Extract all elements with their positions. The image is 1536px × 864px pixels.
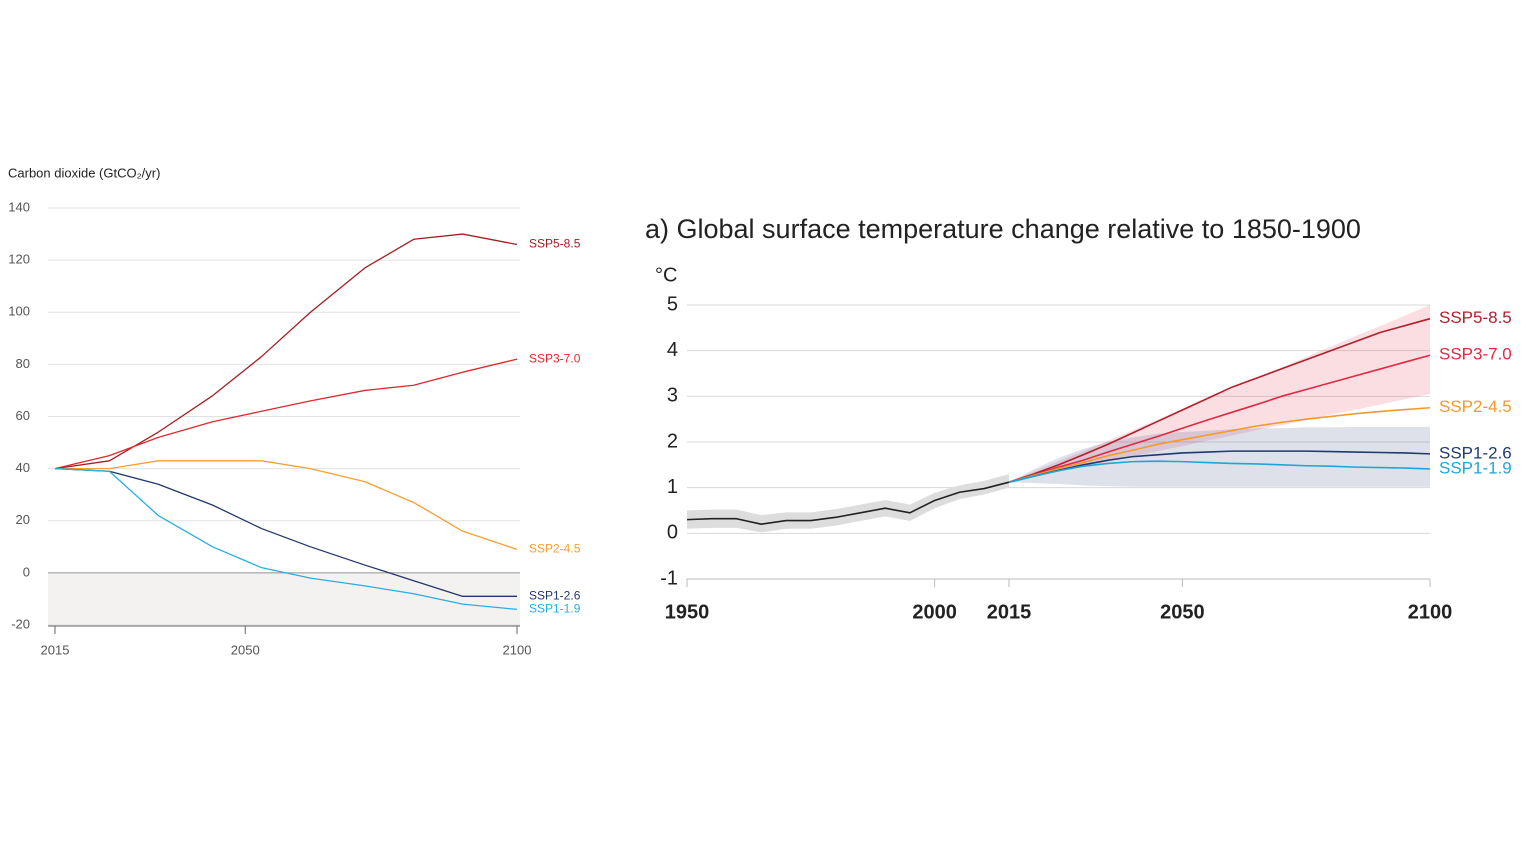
series-line [1008, 460, 1431, 483]
x-tick-label: 2100 [1408, 601, 1453, 623]
y-tick-label: 100 [8, 304, 30, 319]
x-tick-label: 1950 [665, 601, 710, 623]
y-tick-label: 4 [667, 339, 678, 361]
series-line [1008, 317, 1431, 483]
y-tick-label: 1 [667, 476, 678, 498]
y-tick-label: 60 [16, 408, 30, 423]
series-label: SSP1-2.6 [1439, 443, 1512, 462]
series-label: SSP3-7.0 [1439, 345, 1512, 364]
series-label: SSP1-2.6 [529, 589, 581, 603]
y-tick-label: -20 [11, 616, 30, 631]
x-tick-label: 2015 [41, 642, 70, 657]
x-tick-label: 2050 [231, 642, 260, 657]
y-tick-label: 2 [667, 430, 678, 452]
y-tick-label: -1 [660, 567, 678, 589]
y-tick-label: 80 [16, 356, 30, 371]
series-label: SSP1-1.9 [1439, 458, 1512, 477]
x-tick-label: 2100 [503, 642, 532, 657]
y-tick-label: 0 [23, 564, 30, 579]
series-label: SSP5-8.5 [1439, 308, 1512, 327]
series-label: SSP5-8.5 [529, 237, 581, 251]
y-tick-label: 3 [667, 385, 678, 407]
y-tick-label: 140 [8, 199, 30, 214]
uncertainty-band [1008, 426, 1430, 487]
series-line [686, 481, 1010, 525]
y-tick-label: 5 [667, 293, 678, 315]
series-line [1008, 406, 1431, 483]
series-line [54, 467, 517, 597]
y-tick-label: 40 [16, 460, 30, 475]
series-line [1008, 450, 1431, 483]
series-line [54, 467, 518, 611]
series-label: SSP2-4.5 [1439, 397, 1512, 416]
series-line [54, 358, 518, 470]
y-tick-label: 0 [667, 522, 678, 544]
series-line [1008, 354, 1431, 483]
x-tick-label: 2015 [987, 601, 1032, 623]
y-tick-label: 120 [8, 252, 30, 267]
series-line [54, 233, 518, 470]
negative-region [48, 572, 520, 626]
x-tick-label: 2050 [1160, 601, 1205, 623]
series-label: SSP3-7.0 [529, 351, 581, 365]
x-tick-label: 2000 [912, 601, 957, 623]
chart-title: a) Global surface temperature change rel… [645, 214, 1361, 244]
y-axis-label: °C [655, 264, 677, 286]
uncertainty-band [687, 473, 1009, 533]
series-line [55, 460, 518, 551]
y-tick-label: 20 [16, 512, 30, 527]
series-label: SSP2-4.5 [529, 542, 581, 556]
y-axis-label: Carbon dioxide (GtCO₂/yr) [8, 165, 160, 180]
series-label: SSP1-1.9 [529, 602, 581, 616]
